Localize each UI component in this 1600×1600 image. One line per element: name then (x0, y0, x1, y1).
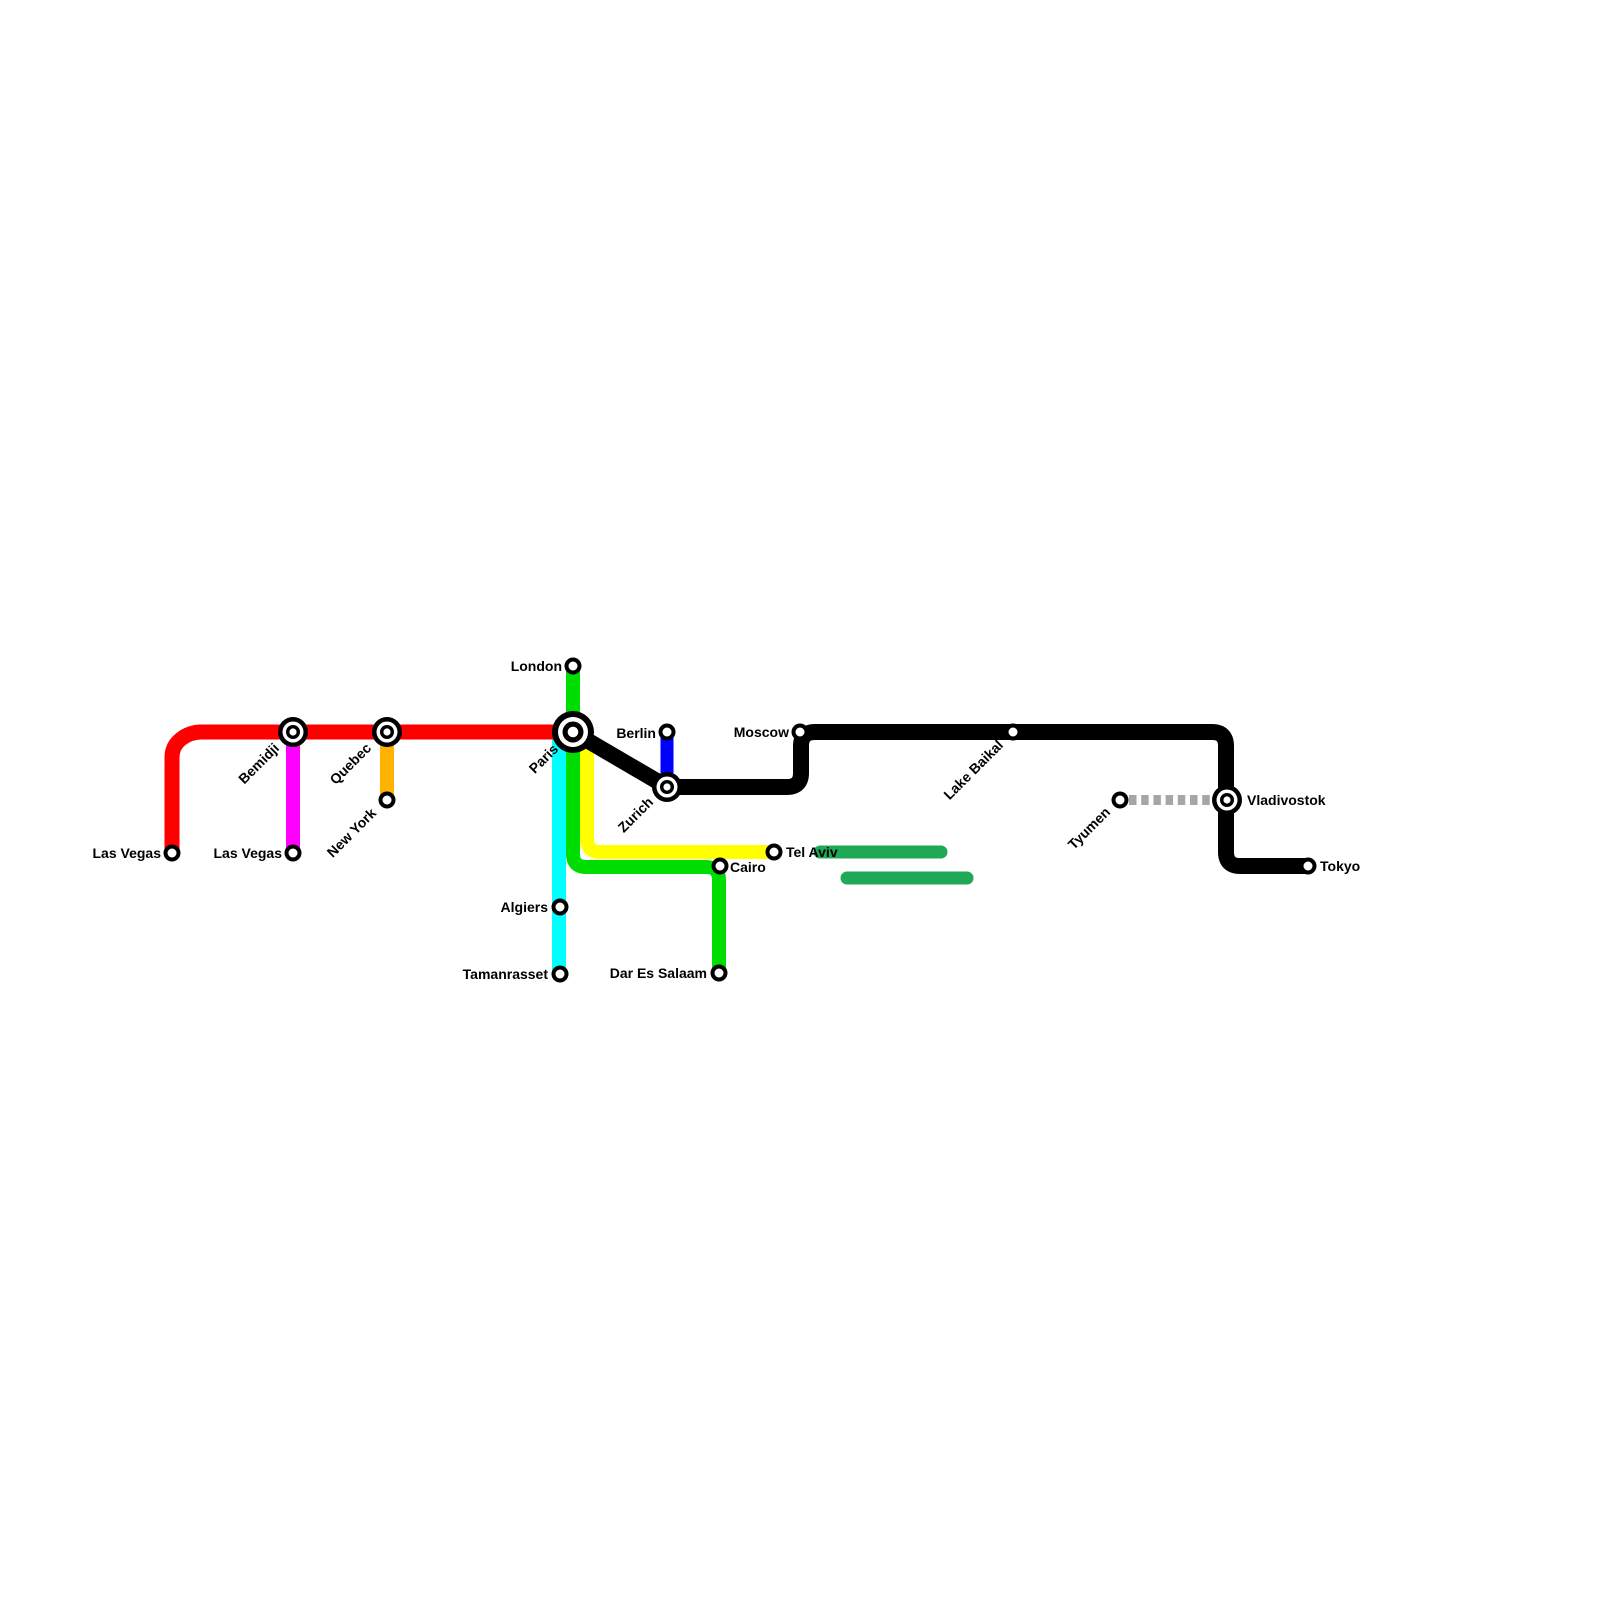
station-marker-ring (769, 847, 779, 857)
station-tel-aviv[interactable] (765, 843, 783, 861)
station-algiers[interactable] (551, 898, 569, 916)
station-marker-ring (555, 902, 565, 912)
route-lines-layer (164, 659, 1316, 981)
station-marker-ring (1303, 861, 1313, 871)
station-label-las-vegas-west: Las Vegas (93, 845, 162, 861)
station-label-dar-es-salaam: Dar Es Salaam (610, 965, 707, 981)
station-marker-ring (662, 727, 672, 737)
line-red-line (164, 724, 581, 861)
station-marker-ring (382, 795, 392, 805)
line-green-line (566, 659, 726, 980)
station-label-quebec: Quebec (326, 740, 374, 788)
station-marker-ring (568, 661, 578, 671)
station-label-bemidji: Bemidji (235, 740, 282, 787)
station-label-berlin: Berlin (616, 725, 656, 741)
station-marker-ring (714, 968, 724, 978)
station-tokyo[interactable] (1299, 857, 1317, 875)
station-cairo[interactable] (711, 857, 729, 875)
station-quebec[interactable] (372, 717, 402, 747)
station-las-vegas-west[interactable] (163, 844, 181, 862)
station-marker-ring (289, 728, 297, 736)
station-label-tyumen: Tyumen (1065, 804, 1114, 853)
station-tamanrasset[interactable] (551, 965, 569, 983)
station-marker-ring (555, 969, 565, 979)
labels-layer: Las Vegas Bemidji Las Vegas Quebec New York L… (93, 658, 1361, 982)
station-las-vegas-east[interactable] (284, 844, 302, 862)
station-label-tel-aviv: Tel Aviv (786, 844, 838, 860)
station-paris[interactable] (552, 711, 594, 753)
station-marker-ring (167, 848, 177, 858)
station-label-moscow: Moscow (734, 724, 789, 740)
station-tyumen[interactable] (1111, 791, 1129, 809)
station-moscow[interactable] (791, 723, 809, 741)
station-label-vladivostok: Vladivostok (1247, 792, 1326, 808)
station-marker-ring (1223, 796, 1231, 804)
decorations-layer (813, 845, 974, 885)
station-label-las-vegas-east: Las Vegas (214, 845, 283, 861)
station-dar-es-salaam[interactable] (710, 964, 728, 982)
station-marker-ring (1008, 727, 1018, 737)
station-london[interactable] (564, 657, 582, 675)
station-marker-ring (288, 848, 298, 858)
station-label-london: London (511, 658, 562, 674)
station-bemidji[interactable] (278, 717, 308, 747)
station-vladivostok[interactable] (1212, 785, 1242, 815)
station-lake-baikal[interactable] (1004, 723, 1022, 741)
station-marker-ring (383, 728, 391, 736)
station-berlin[interactable] (658, 723, 676, 741)
station-label-cairo: Cairo (730, 859, 766, 875)
station-label-tamanrasset: Tamanrasset (463, 966, 549, 982)
station-label-algiers: Algiers (501, 899, 549, 915)
station-label-zurich: Zurich (615, 794, 657, 836)
station-zurich[interactable] (652, 772, 682, 802)
station-marker-ring (795, 727, 805, 737)
station-marker-ring (567, 726, 579, 738)
stations-layer (163, 657, 1317, 983)
station-marker-ring (1115, 795, 1125, 805)
station-label-lake-baikal: Lake Baikal (940, 737, 1006, 803)
station-new-york[interactable] (378, 791, 396, 809)
station-marker-ring (715, 861, 725, 871)
station-marker-ring (663, 783, 671, 791)
line-yellow-line (580, 726, 781, 859)
station-label-tokyo: Tokyo (1320, 858, 1360, 874)
station-label-new-york: New York (324, 805, 380, 861)
